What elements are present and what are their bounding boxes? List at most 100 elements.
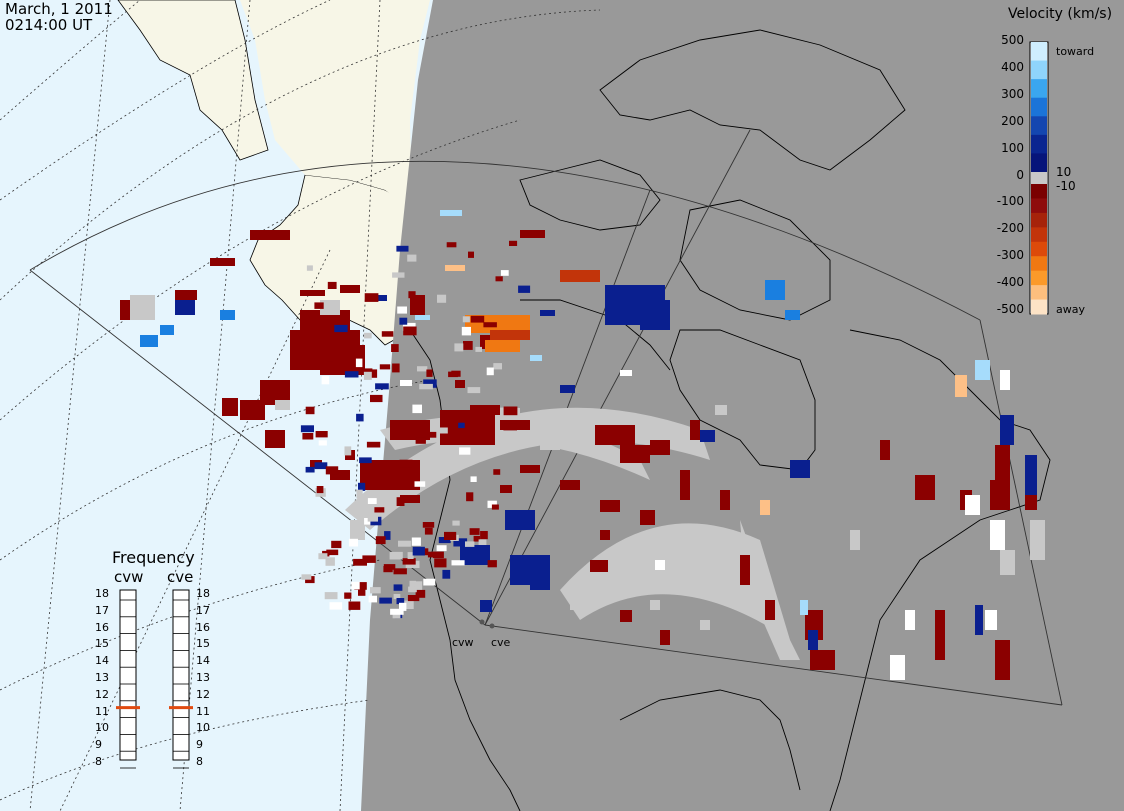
velocity-cell — [995, 640, 1010, 680]
cve-label: cve — [167, 568, 194, 586]
velocity-cell — [364, 332, 372, 339]
velocity-cell — [403, 326, 417, 336]
velocity-cell — [715, 405, 727, 415]
cvw-label: cvw — [114, 568, 144, 586]
velocity-cell — [700, 430, 715, 442]
velocity-cell — [372, 295, 387, 301]
velocity-cell — [444, 531, 457, 540]
velocity-cell — [452, 520, 460, 526]
velocity-cell — [475, 346, 482, 352]
velocity-cell — [560, 385, 575, 393]
velocity-cell — [790, 460, 810, 478]
colorbar-swatch — [1031, 212, 1047, 228]
velocity-cell — [465, 541, 475, 547]
velocity-cell — [500, 270, 509, 276]
velocity-cell — [915, 475, 935, 500]
velocity-cell — [367, 513, 378, 522]
velocity-cell — [467, 387, 481, 394]
frequency-panel — [116, 589, 193, 769]
velocity-cell — [850, 530, 860, 550]
velocity-cell — [462, 316, 470, 323]
velocity-cell — [990, 480, 1010, 510]
velocity-cell — [400, 380, 412, 386]
velocity-cell — [314, 302, 324, 309]
velocity-colorbar — [1029, 41, 1049, 315]
velocity-cell — [407, 254, 417, 262]
frequency-tick: 10 — [95, 721, 109, 735]
velocity-cell — [473, 535, 481, 542]
velocity-cell — [393, 568, 407, 575]
velocity-cell — [720, 490, 730, 510]
velocity-tick: 200 — [1001, 113, 1024, 128]
velocity-cell — [340, 285, 360, 293]
frequency-tick: 8 — [95, 755, 102, 768]
velocity-cell — [490, 330, 530, 340]
velocity-cell — [398, 540, 412, 547]
velocity-cell — [392, 272, 405, 278]
velocity-cell — [330, 470, 350, 480]
velocity-cell — [655, 560, 665, 570]
frequency-tick: 9 — [95, 738, 102, 752]
velocity-tick: 0 — [1016, 167, 1024, 182]
velocity-cell — [620, 445, 650, 463]
velocity-cell — [327, 281, 337, 289]
velocity-cell — [470, 315, 485, 323]
velocity-cell — [393, 594, 401, 600]
velocity-cell — [468, 251, 474, 258]
colorbar-zero-band — [1031, 172, 1047, 184]
velocity-cell — [210, 258, 235, 266]
velocity-cell — [495, 276, 503, 282]
frequency-tick: 18 — [95, 587, 109, 600]
velocity-cell — [390, 420, 430, 440]
velocity-cell — [690, 420, 700, 440]
frequency-tick: 18 — [196, 587, 210, 600]
velocity-cell — [222, 398, 238, 416]
velocity-cell — [530, 570, 550, 590]
velocity-cell — [365, 475, 379, 483]
velocity-cell — [461, 326, 471, 336]
velocity-cell — [356, 413, 364, 422]
velocity-cell — [358, 482, 366, 491]
velocity-tick: -200 — [996, 221, 1024, 236]
frequency-tick: 12 — [95, 687, 109, 701]
frequency-tick: 15 — [95, 637, 109, 651]
velocity-cell — [300, 425, 314, 433]
frequency-tick: 10 — [196, 721, 210, 735]
velocity-cell — [408, 291, 416, 299]
velocity-cell — [424, 527, 433, 535]
velocity-cell — [480, 600, 492, 612]
colorbar-swatch — [1031, 97, 1047, 117]
velocity-cell — [478, 539, 487, 545]
frequency-tick: 14 — [196, 654, 210, 668]
velocity-cell — [409, 580, 416, 589]
velocity-cell — [367, 369, 378, 378]
velocity-cell — [440, 410, 495, 445]
velocity-cell — [364, 293, 379, 302]
velocity-cell — [1000, 370, 1010, 390]
velocity-cell — [493, 469, 501, 475]
date-label: March, 1 2011 — [5, 0, 113, 18]
velocity-cell — [955, 375, 967, 397]
velocity-cell — [560, 270, 600, 282]
frequency-title: Frequency — [112, 548, 195, 567]
velocity-cell — [414, 581, 423, 590]
velocity-cell — [344, 446, 352, 456]
colorbar-swatch — [1031, 241, 1047, 257]
velocity-cell — [401, 600, 414, 609]
velocity-cell — [935, 610, 945, 660]
velocity-cell — [415, 437, 426, 444]
velocity-cell — [407, 552, 414, 559]
velocity-cell — [392, 363, 400, 373]
velocity-cell — [402, 558, 416, 565]
velocity-cell — [454, 343, 464, 352]
colorbar-swatch — [1031, 79, 1047, 99]
velocity-cell — [300, 290, 325, 296]
velocity-cell — [334, 324, 348, 333]
velocity-cell — [620, 610, 632, 622]
velocity-cell — [451, 560, 465, 566]
velocity-cell — [700, 620, 710, 630]
velocity-cell — [374, 507, 385, 513]
velocity-cell — [417, 366, 428, 372]
